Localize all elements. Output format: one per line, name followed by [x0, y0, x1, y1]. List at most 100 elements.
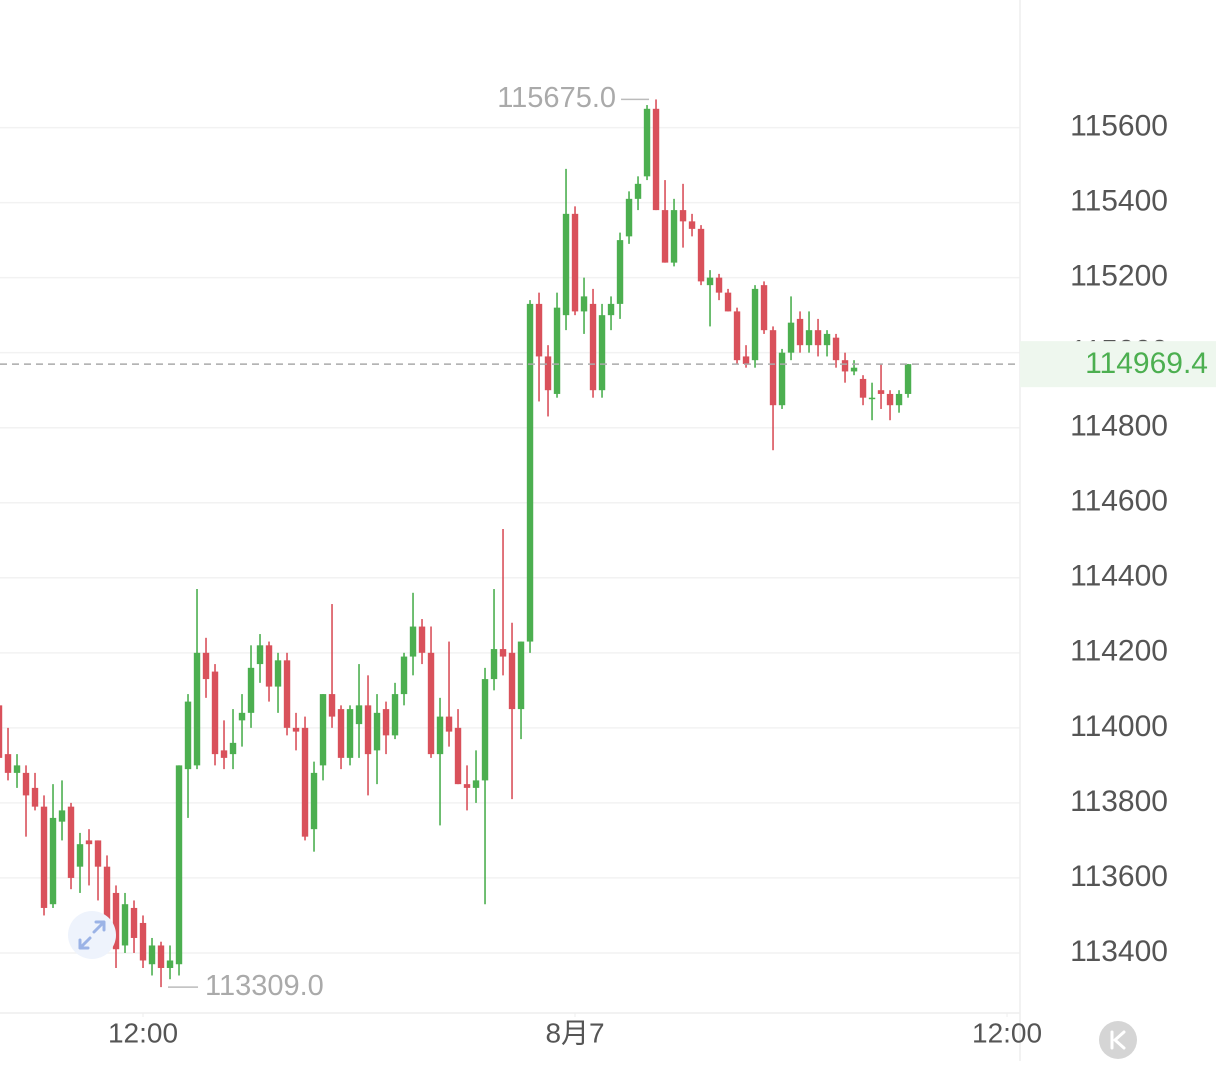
candle-body: [67, 806, 75, 878]
candle-body: [805, 330, 813, 346]
y-tick-label: 114800: [1070, 410, 1168, 443]
rewind-button[interactable]: [1099, 1021, 1137, 1059]
candle-body: [382, 709, 390, 736]
candle-body: [598, 315, 606, 391]
candle-body: [544, 356, 552, 391]
expand-arrows: [78, 920, 106, 950]
candle-body: [472, 780, 480, 788]
candle-body: [535, 303, 543, 357]
candle-body: [202, 652, 210, 680]
candle-body: [823, 333, 831, 346]
y-tick-label: 115600: [1070, 109, 1168, 142]
candle-body: [499, 649, 507, 657]
last-price-box: [1020, 341, 1216, 388]
candle-body: [184, 701, 192, 770]
candle-body: [13, 765, 21, 773]
candle-body: [463, 784, 471, 788]
candle-body: [166, 960, 174, 968]
candle-body: [85, 840, 93, 845]
candle-body: [625, 198, 633, 237]
candle-body: [814, 330, 822, 346]
candle-body: [778, 352, 786, 406]
candle-body: [175, 765, 183, 965]
candle-body: [562, 213, 570, 316]
candle-body: [112, 892, 120, 950]
labels: 113400 113600 113800 114000 114200 114400 1146…: [0, 82, 1216, 1048]
candle-body: [0, 705, 3, 758]
candle-body: [724, 292, 732, 312]
candle-body: [751, 288, 759, 361]
candle-body: [4, 754, 12, 773]
candle-body: [445, 716, 453, 732]
candle-body: [850, 367, 858, 372]
candle-body: [193, 652, 201, 766]
candle-body: [94, 840, 102, 867]
candle-body: [211, 671, 219, 755]
candle-body: [589, 303, 597, 391]
candle-body: [256, 645, 264, 665]
candle-body: [283, 660, 291, 728]
candle-body: [670, 210, 678, 263]
candle-body: [427, 652, 435, 755]
y-tick-label: 113600: [1070, 860, 1168, 893]
candles: [0, 99, 912, 988]
candle-body: [742, 356, 750, 364]
candle-body: [22, 772, 30, 796]
candle-body: [346, 709, 354, 758]
candle-body: [310, 772, 318, 830]
candle-body: [481, 679, 489, 781]
candle-body: [706, 277, 714, 286]
candle-body: [715, 277, 723, 293]
x-tick-label: 12:00: [108, 1017, 178, 1048]
candle-body: [679, 210, 687, 222]
candle-body: [895, 393, 903, 406]
candle-body: [292, 727, 300, 732]
candle-body: [220, 750, 228, 758]
candle-body: [319, 694, 327, 766]
candle-body: [130, 907, 138, 938]
candle-body: [571, 213, 579, 312]
y-tick-label: 114600: [1070, 485, 1168, 518]
candle-body: [58, 810, 66, 822]
candle-body: [157, 945, 165, 968]
candle-body: [400, 656, 408, 695]
candle-body: [409, 626, 417, 657]
candle-body: [328, 694, 336, 717]
candle-body: [526, 303, 534, 642]
candle-body: [661, 210, 669, 263]
candle-body: [229, 742, 237, 755]
candle-body: [364, 705, 372, 755]
candle-body: [274, 660, 282, 687]
candle-body: [859, 378, 867, 398]
candle-body: [607, 303, 615, 316]
candle-body: [517, 641, 525, 710]
expand-icon[interactable]: [68, 911, 116, 959]
y-tick-label: 115200: [1070, 260, 1168, 293]
candle-body: [454, 727, 462, 785]
candle-body: [436, 716, 444, 755]
candle-body: [796, 318, 804, 346]
y-tick-label: 114400: [1070, 560, 1168, 593]
candle-body: [238, 712, 246, 721]
y-tick-label: 113400: [1070, 935, 1168, 968]
y-tick-label: 114000: [1070, 710, 1168, 743]
candle-body: [76, 844, 84, 867]
candle-body: [103, 866, 111, 923]
candle-body: [868, 397, 876, 400]
candle-body: [643, 108, 651, 177]
y-tick-label: 114200: [1070, 635, 1168, 668]
candle-body: [418, 626, 426, 653]
rewind-icon: [1110, 1030, 1126, 1050]
candle-body: [841, 360, 849, 372]
candle-body: [652, 108, 660, 211]
candle-body: [391, 694, 399, 736]
candle-body: [40, 806, 48, 908]
low-marker-label: 113309.0: [205, 970, 324, 1002]
candle-body: [760, 285, 768, 331]
candle-body: [301, 727, 309, 837]
candle-body: [373, 712, 381, 751]
candle-body: [832, 337, 840, 361]
candle-body: [49, 817, 57, 905]
